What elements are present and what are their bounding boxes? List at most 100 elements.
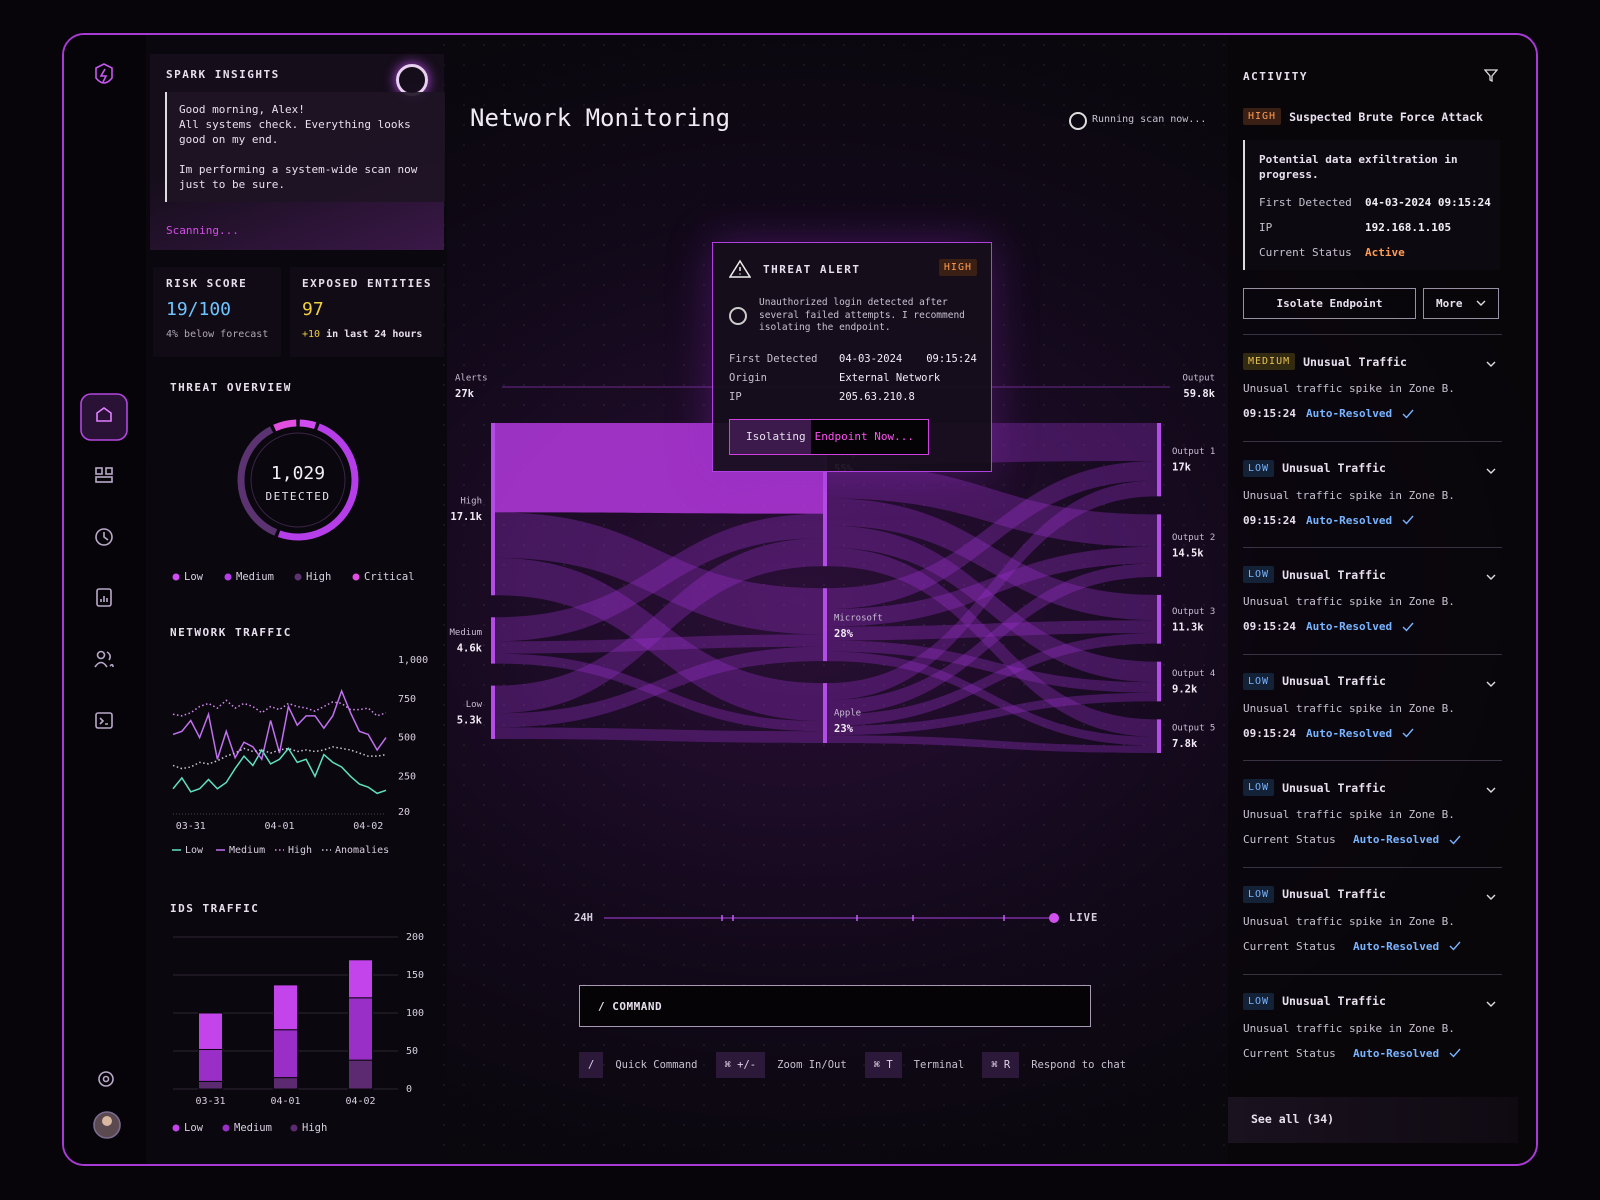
- item-head: MEDIUM Unusual Traffic: [1243, 353, 1502, 370]
- alert-field: Origin External Network: [729, 372, 979, 391]
- item-status: Auto-Resolved: [1305, 407, 1393, 420]
- exposed-label: EXPOSED ENTITIES: [302, 277, 432, 290]
- item-status: Auto-Resolved: [1305, 620, 1393, 634]
- warning-shape: [729, 259, 751, 278]
- spark-message: Im performing a system-wide scan now jus…: [179, 163, 418, 191]
- activity-items: MEDIUM Unusual Traffic Unusual traffic spi…: [1243, 334, 1502, 1080]
- chevron: [1486, 574, 1496, 581]
- item-status: Auto-Resolved: [1305, 513, 1393, 527]
- activity-item[interactable]: LOW Unusual Traffic Unusual traffic spike …: [1243, 653, 1502, 761]
- check-icon: [1402, 515, 1414, 525]
- shortcut-label: Respond to chat: [1031, 1059, 1127, 1071]
- field-label: First Detected: [729, 353, 818, 365]
- item-status: Auto-Resolved: [1305, 726, 1393, 740]
- spark-message: All systems check. Everything looks good…: [179, 118, 411, 146]
- chevron-shape: [1486, 1001, 1496, 1007]
- more-button[interactable]: More: [1423, 288, 1499, 319]
- shortcut-key: /: [579, 1052, 604, 1078]
- shortcut-key: ⌘ +/-: [715, 1052, 766, 1078]
- activity-item[interactable]: LOW Unusual Traffic Unusual traffic spike …: [1243, 973, 1502, 1081]
- field-value: 04-03-2024 09:15:24: [1365, 196, 1491, 209]
- shortcut[interactable]: ⌘ T Terminal: [864, 1052, 964, 1078]
- spark-status: Scanning...: [166, 224, 239, 237]
- alert-severity: HIGH: [938, 259, 977, 276]
- grid-dots: [434, 35, 1234, 1164]
- item-meta: 09:15:24 Auto-Resolved: [1243, 514, 1502, 527]
- field-value: External Network: [839, 372, 941, 384]
- activity-item[interactable]: LOW Unusual Traffic Unusual traffic spike …: [1243, 760, 1502, 867]
- item-status: Auto-Resolved: [1353, 833, 1440, 847]
- more-chevron: [1476, 300, 1486, 306]
- alert-field: First Detected 04-03-2024 09:15:24: [729, 353, 979, 372]
- item-description: Unusual traffic spike in Zone B.: [1243, 808, 1455, 822]
- main-field: First Detected 04-03-2024 09:15:24: [1259, 190, 1500, 215]
- shortcut-label: Quick Command: [615, 1059, 698, 1071]
- item-meta: 09:15:24 Auto-Resolved: [1243, 727, 1502, 740]
- item-description: Unusual traffic spike in Zone B.: [1243, 1021, 1455, 1035]
- filter-shape: [1484, 69, 1498, 82]
- shortcut[interactable]: ⌘ +/- Zoom In/Out: [715, 1052, 847, 1078]
- risk-value: 19/100: [166, 299, 232, 320]
- ids-traffic-title: IDS TRAFFIC: [170, 902, 260, 915]
- chevron: [1486, 361, 1496, 367]
- item-head: LOW Unusual Traffic: [1243, 459, 1502, 477]
- filter-icon[interactable]: [1484, 68, 1498, 82]
- item-meta: Current Status Auto-Resolved: [1243, 1047, 1502, 1060]
- main-field: Current Status Active: [1259, 240, 1500, 265]
- alert-action-b: Endpoint Now...: [810, 420, 928, 454]
- item-head: LOW Unusual Traffic: [1243, 566, 1502, 584]
- item-meta: Current Status Auto-Resolved: [1243, 833, 1502, 846]
- main-field: IP 192.168.1.105: [1259, 215, 1500, 240]
- item-severity: LOW: [1243, 459, 1275, 477]
- activity-item[interactable]: MEDIUM Unusual Traffic Unusual traffic spi…: [1243, 334, 1502, 441]
- item-title: Unusual Traffic: [1282, 461, 1386, 476]
- alert-title: THREAT ALERT: [763, 263, 861, 276]
- chevron-shape: [1486, 468, 1496, 474]
- page-title: Network Monitoring: [470, 104, 731, 132]
- chevron: [1486, 787, 1496, 794]
- field-label: Current Status: [1259, 246, 1352, 259]
- isolate-button[interactable]: Isolate Endpoint: [1243, 288, 1416, 319]
- threat-overview-title: THREAT OVERVIEW: [170, 381, 292, 394]
- check-icon: [1402, 728, 1414, 738]
- item-head: LOW Unusual Traffic: [1243, 672, 1502, 690]
- exposed-change: +10: [302, 329, 321, 340]
- chevron: [1486, 1001, 1496, 1007]
- field-value: 205.63.210.8: [839, 391, 915, 403]
- alert-action[interactable]: Isolating Endpoint Now...: [729, 419, 929, 455]
- exposed-note-row: +10 in last 24 hours: [302, 329, 422, 340]
- check-shape: [1402, 515, 1414, 525]
- item-time: 09:15:24: [1243, 513, 1296, 527]
- item-status-label: Current Status: [1243, 1046, 1336, 1060]
- exposed-card: EXPOSED ENTITIES 97 +10 in last 24 hours: [290, 267, 444, 357]
- chevron-shape: [1486, 361, 1496, 367]
- more-label: More: [1436, 297, 1463, 310]
- item-title: Unusual Traffic: [1282, 887, 1386, 902]
- command-placeholder: / COMMAND: [598, 1000, 663, 1013]
- risk-label: RISK SCORE: [166, 277, 248, 290]
- shortcut[interactable]: / Quick Command: [579, 1052, 698, 1078]
- item-meta: 09:15:24 Auto-Resolved: [1243, 620, 1502, 633]
- chevron-shape: [1486, 681, 1496, 687]
- check-shape: [1449, 835, 1461, 845]
- scan-indicator: [1069, 112, 1087, 130]
- item-description: Unusual traffic spike in Zone B.: [1243, 595, 1455, 609]
- item-title: Unusual Traffic: [1282, 674, 1386, 689]
- field-label: IP: [729, 391, 742, 403]
- activity-item[interactable]: LOW Unusual Traffic Unusual traffic spike …: [1243, 547, 1502, 654]
- chevron-shape: [1486, 787, 1496, 794]
- check-icon: [1402, 409, 1414, 419]
- shortcut-key: ⌘ T: [864, 1052, 902, 1078]
- command-input[interactable]: / COMMAND: [579, 985, 1091, 1027]
- activity-item[interactable]: LOW Unusual Traffic Unusual traffic spike …: [1243, 866, 1502, 974]
- field-value: 192.168.1.105: [1365, 221, 1452, 234]
- field-time: 09:15:24: [926, 353, 977, 365]
- check-shape: [1402, 728, 1414, 738]
- shortcut[interactable]: ⌘ R Respond to chat: [982, 1052, 1126, 1078]
- see-all[interactable]: See all (34): [1251, 1112, 1335, 1126]
- field-value: Active: [1365, 246, 1405, 259]
- item-severity: LOW: [1243, 672, 1275, 690]
- item-description: Unusual traffic spike in Zone B.: [1243, 914, 1455, 928]
- activity-item[interactable]: LOW Unusual Traffic Unusual traffic spike …: [1243, 440, 1502, 548]
